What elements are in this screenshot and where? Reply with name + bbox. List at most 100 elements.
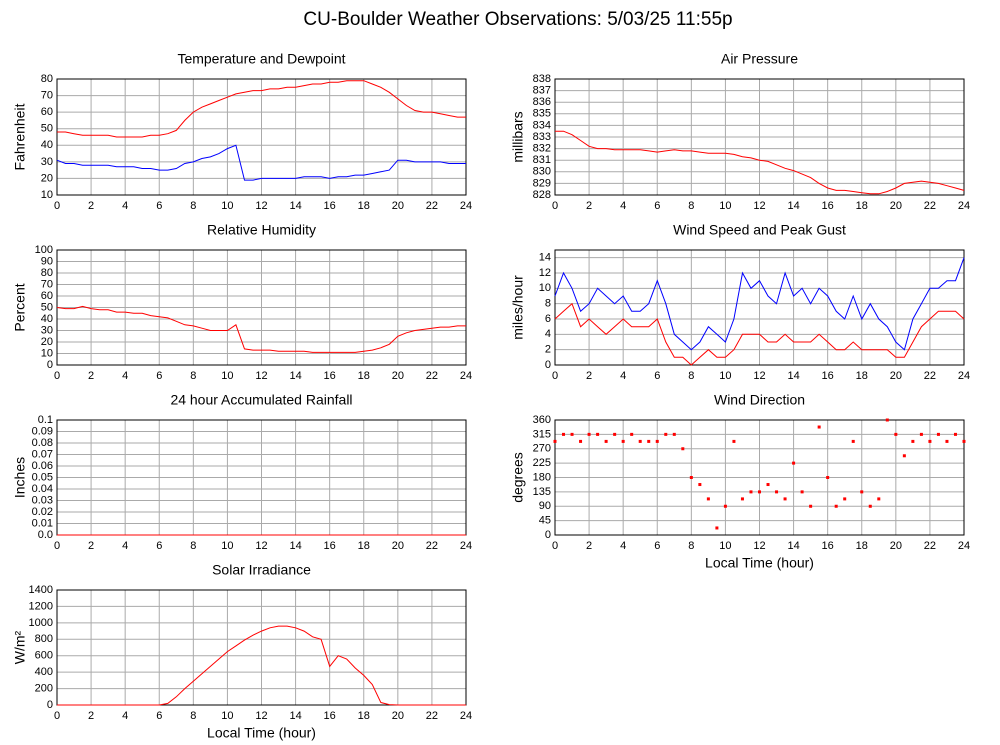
x-tick-label: 14 <box>289 200 301 212</box>
x-tick-label: 10 <box>719 540 731 552</box>
page-title: CU-Boulder Weather Observations: 5/03/25… <box>303 9 732 30</box>
x-tick-label: 12 <box>255 200 267 212</box>
plot-frame <box>554 78 965 196</box>
x-tick-label: 10 <box>221 710 233 722</box>
x-tick-label: 16 <box>822 200 834 212</box>
point <box>885 418 889 422</box>
y-tick-label: 0.0 <box>38 529 53 541</box>
point <box>783 497 787 501</box>
y-tick-label: 12 <box>539 267 551 279</box>
y-tick-label: 0 <box>47 699 53 711</box>
x-tick-label: 20 <box>890 200 902 212</box>
x-tick-label: 4 <box>122 370 128 382</box>
point <box>553 439 557 443</box>
x-tick-label: 18 <box>358 370 370 382</box>
x-tick-label: 6 <box>156 540 162 552</box>
x-tick-label: 10 <box>221 370 233 382</box>
y-tick-label: 828 <box>533 189 551 201</box>
series-line <box>554 302 965 366</box>
x-tick-label: 14 <box>787 540 799 552</box>
y-tick-label: 40 <box>41 313 53 325</box>
x-tick-label: 24 <box>460 200 472 212</box>
x-tick-label: 22 <box>426 710 438 722</box>
point <box>579 439 583 443</box>
x-tick-label: 2 <box>88 200 94 212</box>
x-tick-label: 22 <box>426 370 438 382</box>
y-axis-label: Fahrenheit <box>12 103 28 170</box>
y-tick-label: 2 <box>545 344 551 356</box>
point <box>902 454 906 458</box>
x-tick-label: 10 <box>719 200 731 212</box>
series-line <box>57 80 466 138</box>
y-tick-label: 50 <box>41 301 53 313</box>
y-tick-label: 40 <box>41 139 53 151</box>
plot-frame <box>56 589 467 706</box>
point <box>758 490 761 494</box>
point <box>706 497 710 501</box>
y-tick-label: 70 <box>41 278 53 290</box>
y-tick-label: 10 <box>41 189 53 201</box>
x-tick-label: 6 <box>654 540 660 552</box>
x-tick-label: 0 <box>54 540 60 552</box>
x-tick-label: 10 <box>719 370 731 382</box>
point <box>698 483 702 487</box>
point <box>655 439 659 443</box>
x-tick-label: 16 <box>324 370 336 382</box>
y-axis-label: Percent <box>12 283 28 331</box>
x-tick-label: 12 <box>255 370 267 382</box>
x-axis-label: Local Time (hour) <box>705 555 814 571</box>
y-tick-label: 0.06 <box>32 460 53 472</box>
x-tick-label: 14 <box>787 370 799 382</box>
x-tick-label: 18 <box>358 200 370 212</box>
plot-frame <box>554 419 965 536</box>
x-tick-label: 4 <box>620 200 626 212</box>
x-tick-label: 4 <box>122 200 128 212</box>
x-tick-label: 2 <box>586 200 592 212</box>
point <box>843 497 847 501</box>
point <box>919 432 923 436</box>
y-axis-label: miles/hour <box>510 275 526 340</box>
y-tick-label: 600 <box>35 650 53 662</box>
chart-title: Wind Speed and Peak Gust <box>673 222 846 238</box>
series-line <box>56 305 466 353</box>
y-tick-label: 200 <box>35 682 53 694</box>
y-tick-label: 0.01 <box>32 517 53 529</box>
x-tick-label: 8 <box>190 200 196 212</box>
x-tick-label: 18 <box>358 540 370 552</box>
x-tick-label: 14 <box>289 540 301 552</box>
y-tick-label: 135 <box>533 486 551 498</box>
x-tick-label: 8 <box>190 540 196 552</box>
point <box>851 439 855 443</box>
x-tick-label: 6 <box>654 200 660 212</box>
y-tick-label: 1200 <box>29 600 53 612</box>
y-tick-label: 0.03 <box>32 494 53 506</box>
x-tick-label: 10 <box>221 200 233 212</box>
point <box>800 490 804 494</box>
point <box>570 432 574 436</box>
point <box>587 432 591 436</box>
y-tick-label: 829 <box>533 177 551 189</box>
x-tick-label: 2 <box>586 540 592 552</box>
y-tick-label: 0.04 <box>32 483 53 495</box>
chart-title: Air Pressure <box>721 51 798 67</box>
x-tick-label: 8 <box>190 370 196 382</box>
point <box>621 439 625 443</box>
series-line <box>554 257 965 351</box>
x-tick-label: 24 <box>958 200 970 212</box>
y-tick-label: 225 <box>533 457 551 469</box>
x-tick-label: 12 <box>753 540 765 552</box>
y-tick-label: 0 <box>545 529 551 541</box>
point <box>834 504 838 508</box>
point <box>792 461 796 465</box>
chart-title: Solar Irradiance <box>212 562 311 578</box>
x-tick-label: 0 <box>552 540 558 552</box>
x-tick-label: 22 <box>426 540 438 552</box>
y-tick-label: 10 <box>41 347 53 359</box>
x-tick-label: 8 <box>688 200 694 212</box>
chart-title: 24 hour Accumulated Rainfall <box>170 392 352 408</box>
y-tick-label: 6 <box>545 313 551 325</box>
y-tick-label: 360 <box>533 414 551 426</box>
point <box>647 439 651 443</box>
x-tick-label: 0 <box>54 370 60 382</box>
